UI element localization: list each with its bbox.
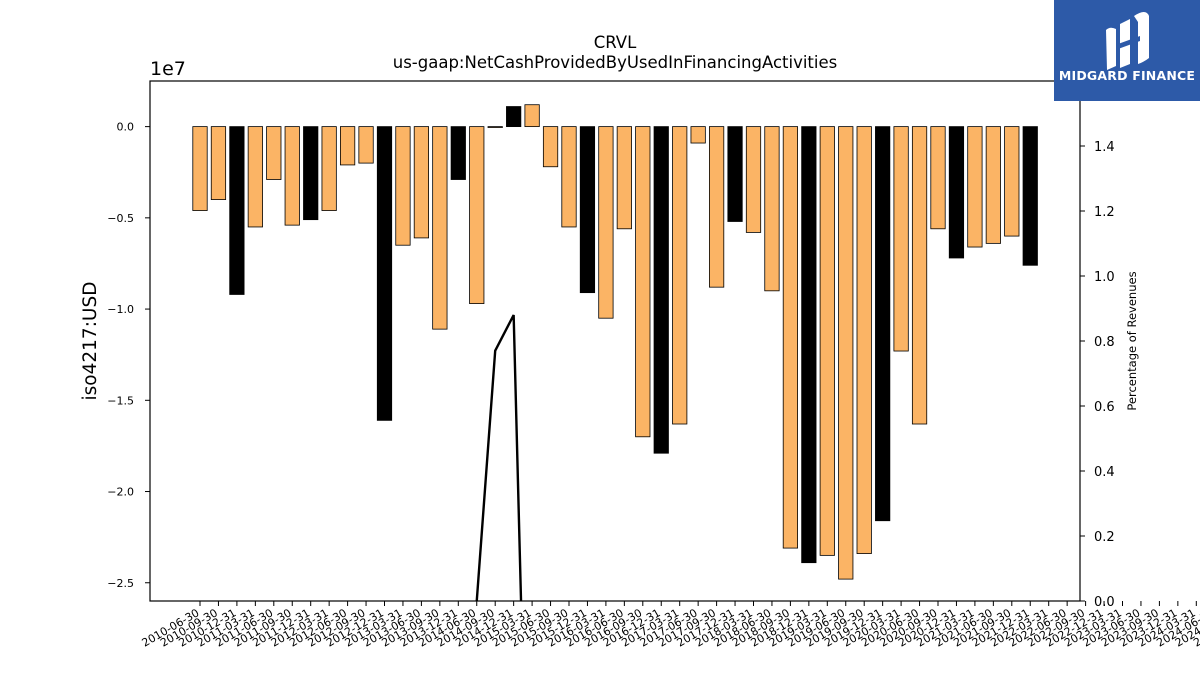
- bar: [284, 126, 300, 226]
- y-tick-label: −1.0: [107, 303, 134, 316]
- bar: [745, 126, 762, 233]
- chart-title: CRVL: [594, 33, 637, 52]
- percentage-of-revenues-line: [475, 314, 523, 602]
- bar: [598, 126, 614, 319]
- bar: [672, 126, 688, 425]
- line-series: [475, 314, 523, 602]
- y-tick-label: −0.5: [107, 212, 134, 225]
- y-tick-label: −2.0: [107, 486, 134, 499]
- bar: [469, 126, 485, 304]
- bar: [764, 126, 780, 292]
- bar: [192, 126, 208, 211]
- y2-tick-label: 1.4: [1094, 140, 1115, 155]
- bar: [395, 126, 411, 246]
- bar: [1022, 126, 1038, 266]
- bar: [321, 126, 337, 211]
- bar: [985, 126, 1001, 244]
- bar: [782, 126, 799, 549]
- bar: [339, 126, 356, 166]
- bar: [432, 126, 448, 330]
- bar: [893, 126, 909, 352]
- bar: [727, 126, 743, 222]
- bar: [303, 126, 319, 221]
- bar: [967, 126, 983, 248]
- bar: [653, 126, 669, 454]
- bar: [413, 126, 430, 239]
- bar: [819, 126, 835, 556]
- y-axis: 0.0 −0.5 −1.0 −1.5 −2.0 −2.5: [107, 121, 150, 590]
- y2-tick-label: 0.6: [1094, 400, 1115, 415]
- y2-tick-label: 0.2: [1094, 530, 1115, 545]
- bar: [266, 126, 282, 180]
- bar: [506, 106, 522, 128]
- bar: [210, 126, 227, 200]
- bar: [856, 126, 872, 554]
- y-tick-label: −2.5: [107, 577, 134, 590]
- bar: [616, 126, 632, 230]
- bar: [838, 126, 854, 580]
- logo-mark-icon: [1106, 12, 1149, 70]
- bar: [1004, 126, 1020, 237]
- y2-tick-label: 0.4: [1094, 465, 1115, 480]
- midgard-finance-logo: MIDGARD FINANCE: [1054, 0, 1200, 101]
- chart-subtitle: us-gaap:NetCashProvidedByUsedInFinancing…: [393, 53, 837, 72]
- bars: [192, 104, 1038, 580]
- bar: [561, 126, 577, 228]
- bar: [930, 126, 946, 230]
- bar: [875, 126, 891, 522]
- bar: [524, 104, 540, 128]
- y-axis-label: iso4217:USD: [80, 282, 101, 401]
- x-axis: 2010-06-302010-09-302010-12-312011-03-31…: [140, 601, 1200, 650]
- logo-text: MIDGARD FINANCE: [1058, 68, 1196, 83]
- y2-tick-label: 1.0: [1094, 270, 1115, 285]
- bar: [579, 126, 596, 294]
- bar: [247, 126, 263, 228]
- bar: [690, 126, 706, 144]
- bar: [487, 126, 503, 128]
- y2-tick-label: 1.2: [1094, 205, 1115, 220]
- bar: [358, 126, 374, 164]
- y-multiplier: 1e7: [150, 58, 186, 80]
- bar: [635, 126, 651, 438]
- y2-axis: 0.00.20.40.60.81.01.21.41.6: [1080, 75, 1115, 610]
- bar: [450, 126, 466, 180]
- y-tick-label: −1.5: [107, 394, 134, 407]
- bar: [542, 126, 559, 168]
- y2-axis-label: Percentage of Revenues: [1125, 271, 1139, 410]
- bar: [709, 126, 725, 288]
- bar: [229, 126, 245, 295]
- bar: [948, 126, 965, 259]
- bar: [911, 126, 928, 425]
- bar: [376, 126, 393, 421]
- y-tick-label: 0.0: [117, 121, 135, 134]
- y2-tick-label: 0.8: [1094, 335, 1115, 350]
- bar: [801, 126, 817, 564]
